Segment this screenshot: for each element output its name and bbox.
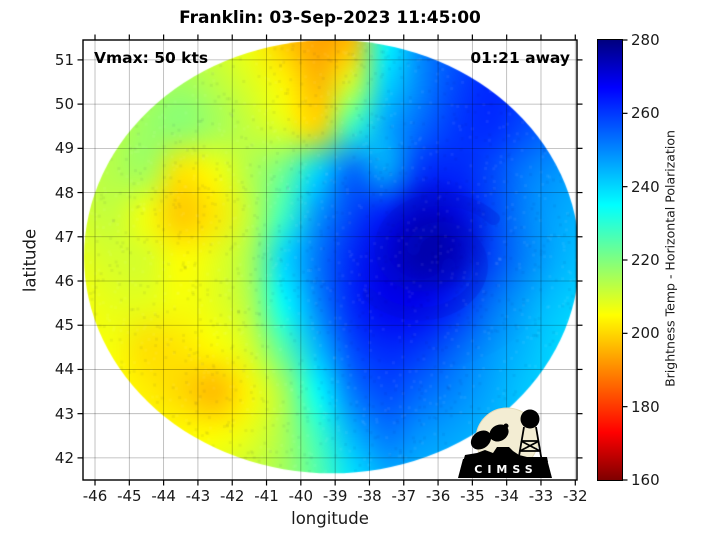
colorbar-tick-label: 280	[631, 31, 660, 49]
colorbar-tick-label: 260	[631, 104, 660, 123]
y-tick-label: 51	[54, 50, 74, 69]
x-tick-label: -45	[117, 487, 142, 505]
logo-banner	[458, 459, 552, 478]
x-tick-label: -44	[151, 487, 176, 505]
colorbar-tick-label: 240	[631, 177, 660, 196]
satellite-dish-icon	[470, 430, 492, 450]
water-tower-tank	[520, 409, 540, 429]
dish-feed	[503, 423, 509, 429]
y-tick-label: 46	[54, 272, 74, 290]
colorbar-tick-label: 180	[631, 397, 660, 416]
x-tick-label: -43	[185, 487, 211, 505]
x-tick-label: -46	[82, 487, 108, 505]
satellite-dish-icon	[489, 424, 509, 442]
colorbar-tick-label: 220	[631, 251, 660, 269]
colorbar-tick-label: 200	[631, 324, 660, 343]
logo-text: CIMSS	[474, 463, 537, 476]
y-tick-label: 43	[54, 404, 74, 423]
time-away-annotation: 01:21 away	[470, 49, 570, 67]
vmax-annotation: Vmax: 50 kts	[94, 49, 209, 67]
x-tick-label: -39	[322, 487, 348, 505]
x-tick-label: -38	[357, 487, 382, 505]
colorbar-tick-label: 160	[631, 471, 660, 489]
y-tick-label: 49	[54, 139, 74, 158]
colorbar	[597, 39, 623, 481]
y-tick-label: 48	[54, 183, 74, 202]
x-tick-label: -36	[425, 487, 451, 505]
y-tick-label: 47	[54, 227, 74, 246]
y-tick-label: 44	[54, 360, 74, 379]
x-tick-label: -34	[494, 487, 519, 505]
x-tick-label: -35	[460, 487, 485, 505]
x-axis-label: longitude	[291, 509, 369, 528]
cimss-logo: CIMSS	[458, 407, 552, 478]
x-tick-label: -32	[563, 487, 588, 505]
y-tick-label: 42	[54, 448, 74, 467]
y-tick-label: 50	[54, 95, 74, 114]
colorbar-label: Brightness Temp - Horizontal Polarizatio…	[662, 130, 678, 387]
logo-skyline	[463, 447, 548, 462]
plot-title: Franklin: 03-Sep-2023 11:45:00	[179, 8, 481, 28]
x-tick-label: -33	[528, 487, 554, 505]
x-tick-label: -42	[219, 487, 245, 505]
x-tick-label: -37	[391, 487, 417, 505]
x-tick-label: -40	[288, 487, 314, 505]
y-tick-label: 45	[54, 316, 74, 335]
x-tick-label: -41	[254, 487, 279, 505]
